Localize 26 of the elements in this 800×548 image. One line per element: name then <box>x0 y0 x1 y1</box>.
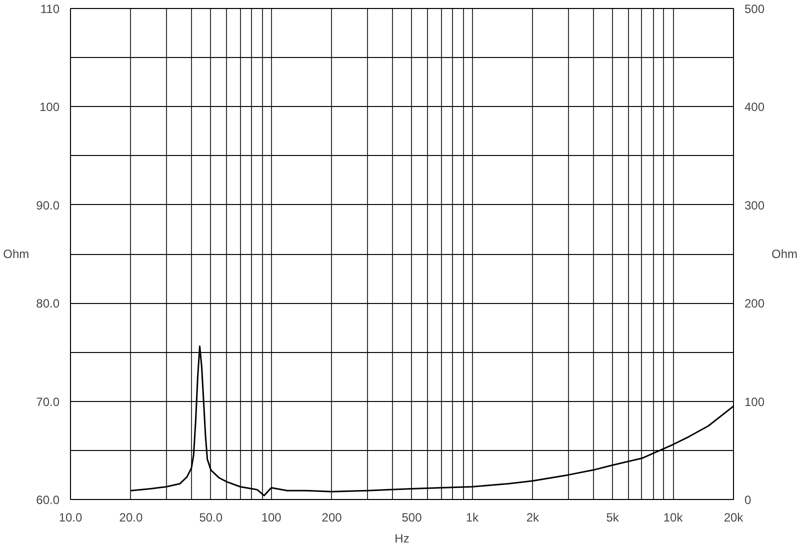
y-tick-label: 80.0 <box>36 296 60 311</box>
x-tick-label: 100 <box>261 510 282 524</box>
x-tick-label: 10.0 <box>58 510 83 524</box>
y-axis-title: Ohm <box>3 247 30 261</box>
x-tick-label: 50.0 <box>199 510 223 524</box>
y-tick-label: 90.0 <box>36 198 60 212</box>
x-tick-label: 200 <box>322 510 342 524</box>
y2-tick-label: 0 <box>744 493 752 507</box>
x-tick-label: 5k <box>606 510 620 524</box>
y2-tick-label: 300 <box>744 198 765 212</box>
y-tick-label: 60.0 <box>36 493 60 507</box>
y2-axis-title: Ohm <box>772 247 798 261</box>
y-tick-label: 100 <box>39 100 60 114</box>
y-tick-label: 110 <box>40 2 60 16</box>
y2-tick-label: 100 <box>744 394 765 409</box>
x-tick-label: 1k <box>466 510 480 524</box>
x-tick-label: 10k <box>663 510 684 524</box>
y-tick-label: 70.0 <box>36 394 60 409</box>
x-tick-label: 500 <box>402 510 422 524</box>
y2-tick-label: 500 <box>744 2 765 16</box>
x-tick-label: 2k <box>526 510 540 524</box>
y2-tick-label: 200 <box>744 296 765 311</box>
x-tick-label: 20.0 <box>119 510 143 524</box>
y2-tick-label: 400 <box>744 100 765 114</box>
x-axis-title: Hz <box>394 532 410 546</box>
x-tick-label: 20k <box>724 510 744 524</box>
